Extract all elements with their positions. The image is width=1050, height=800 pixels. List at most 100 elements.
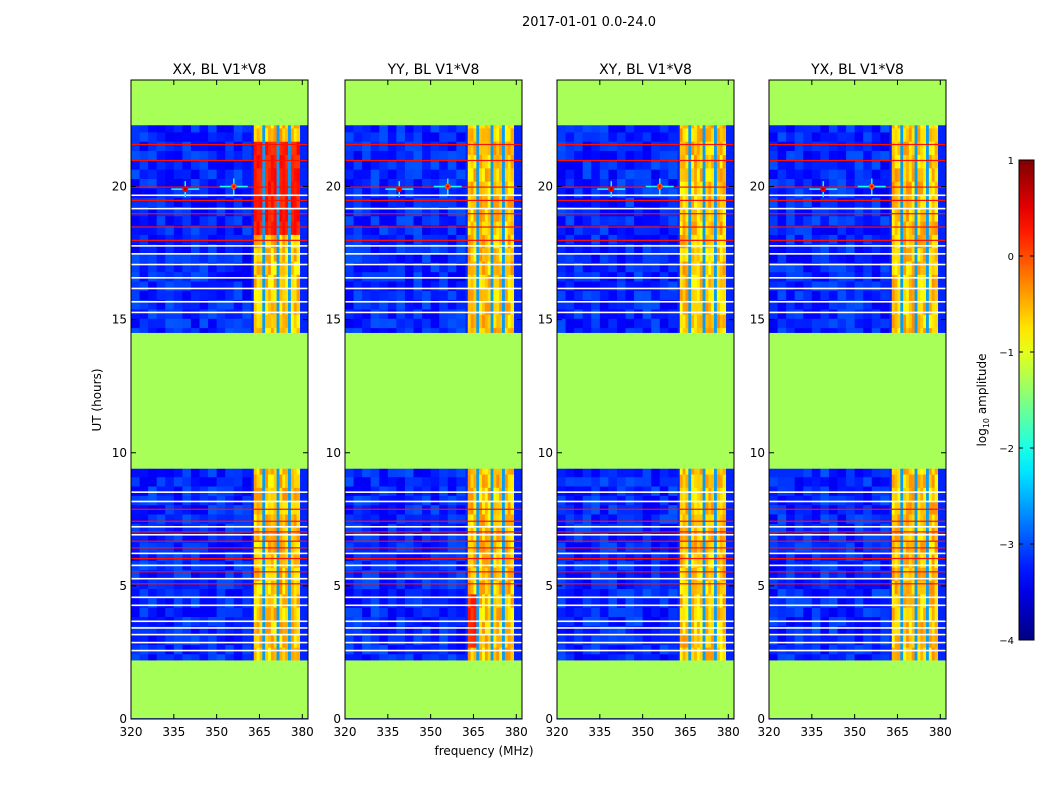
noise-cell <box>387 225 397 235</box>
noise-cell <box>404 262 415 273</box>
noise-cell <box>642 308 652 319</box>
rfi-cell <box>268 181 272 195</box>
noise-cell <box>642 271 652 282</box>
noise-cell <box>651 607 661 617</box>
rfi-cell <box>479 181 483 195</box>
noise-cell <box>199 513 209 524</box>
noise-cell <box>242 541 252 552</box>
noise-cell <box>456 150 466 161</box>
noise-cell <box>456 625 466 636</box>
noise-cell <box>182 635 192 645</box>
noise-cell <box>574 597 584 608</box>
rfi-cell <box>694 181 698 195</box>
noise-cell <box>216 467 226 478</box>
noise-cell <box>574 225 584 235</box>
rfi-cell <box>282 261 286 275</box>
rfi-cell <box>499 154 503 169</box>
rfi-cell <box>288 487 292 502</box>
noise-cell <box>345 262 355 273</box>
rfi-cell <box>285 300 289 315</box>
rfi-cell <box>276 500 281 515</box>
noise-cell <box>139 607 149 617</box>
noise-cell <box>353 150 363 161</box>
noise-cell <box>616 197 627 207</box>
noise-cell <box>173 206 183 217</box>
noise-cell <box>379 551 389 562</box>
noise-cell <box>148 495 158 506</box>
rfi-cell <box>719 593 724 608</box>
noise-cell <box>148 607 158 617</box>
rfi-cell <box>279 127 283 142</box>
noise-cell <box>148 141 158 152</box>
rfi-cell <box>290 607 295 621</box>
noise-cell <box>616 308 627 319</box>
rfi-cell <box>482 633 486 648</box>
rfi-cell <box>679 261 684 275</box>
rfi-cell <box>714 647 718 661</box>
rfi-cell <box>499 607 503 621</box>
rfi-cell <box>493 287 497 302</box>
rfi-cell <box>270 274 275 289</box>
rfi-cell <box>484 580 489 595</box>
noise-cell <box>557 234 567 245</box>
rfi-cell <box>679 207 684 222</box>
noise-cell <box>182 215 192 226</box>
rfi-cell <box>282 314 286 329</box>
noise-cell <box>242 327 252 338</box>
noise-cell <box>190 644 201 655</box>
rfi-cell <box>719 553 724 568</box>
noise-cell <box>447 243 457 254</box>
noise-cell <box>208 523 218 534</box>
noise-cell <box>362 644 372 655</box>
noise-cell <box>574 523 584 534</box>
rfi-cell <box>487 647 492 661</box>
noise-cell <box>404 486 415 496</box>
rfi-cell <box>502 500 506 515</box>
noise-cell <box>199 159 209 170</box>
rfi-cell <box>487 580 492 595</box>
noise-cell <box>242 513 252 524</box>
rfi-cell <box>268 207 272 222</box>
rfi-line-red <box>345 159 522 162</box>
rfi-cell <box>719 154 724 169</box>
noise-cell <box>608 597 618 608</box>
noise-cell <box>173 541 183 552</box>
rfi-cell <box>705 593 709 608</box>
noise-cell <box>190 169 201 180</box>
rfi-cell <box>473 633 477 648</box>
rfi-cell <box>691 567 695 582</box>
rfi-cell <box>490 567 495 582</box>
noise-cell <box>574 486 584 496</box>
noise-cell <box>216 588 226 599</box>
rfi-cell <box>470 314 475 329</box>
noise-cell <box>387 607 397 617</box>
noise-cell <box>190 588 201 599</box>
noise-cell <box>413 206 423 217</box>
noise-cell <box>625 327 635 338</box>
noise-cell <box>345 625 355 636</box>
rfi-cell <box>688 487 692 502</box>
rfi-cell <box>510 141 515 156</box>
noise-cell <box>439 607 449 617</box>
noise-cell <box>634 169 644 180</box>
noise-cell <box>439 625 449 636</box>
rfi-cell <box>487 487 492 502</box>
rfi-cell <box>288 287 292 302</box>
noise-cell <box>242 253 252 263</box>
noise-cell <box>370 215 380 226</box>
noise-cell <box>379 653 389 664</box>
noise-cell <box>233 215 243 226</box>
noise-cell <box>565 187 575 198</box>
rfi-cell <box>685 141 689 156</box>
noise-cell <box>439 569 449 580</box>
noise-cell <box>642 318 652 329</box>
noise-cell <box>404 234 415 245</box>
rfi-cell <box>265 207 269 222</box>
noise-cell <box>565 253 575 263</box>
rfi-cell <box>467 567 472 582</box>
noise-cell <box>404 625 415 636</box>
noise-cell <box>642 495 652 506</box>
noise-cell <box>616 178 627 189</box>
rfi-cell <box>262 274 266 289</box>
